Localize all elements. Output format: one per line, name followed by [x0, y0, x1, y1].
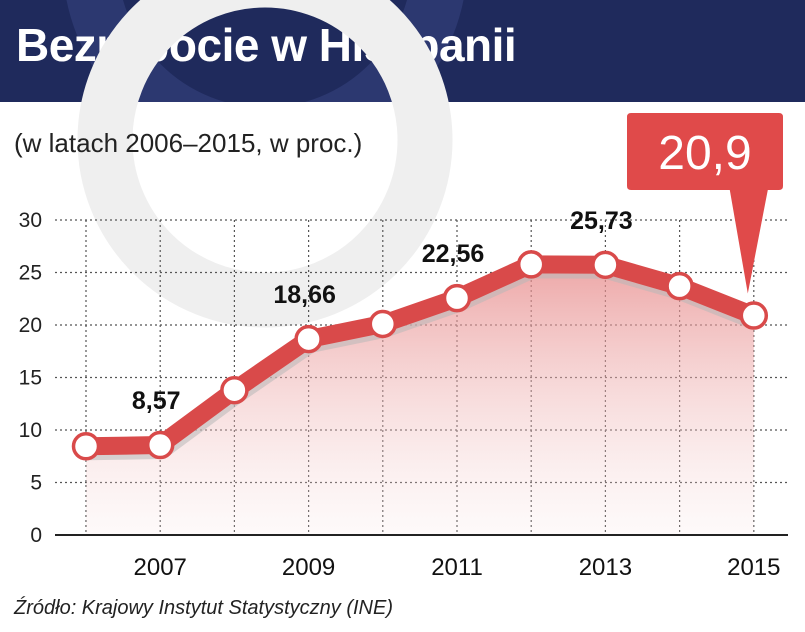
- x-tick-label: 2015: [727, 554, 780, 581]
- background-watermark: [77, 0, 453, 328]
- chart-data-labels: 8,57 18,66 22,56 25,73: [132, 207, 633, 415]
- y-tick-label: 5: [30, 472, 42, 495]
- callout-value: 20,9: [658, 127, 751, 180]
- data-point: [71, 432, 101, 461]
- data-label: 22,56: [422, 240, 485, 268]
- data-point: [294, 324, 323, 354]
- data-label: 25,73: [570, 207, 633, 235]
- chart-area-fill: [86, 264, 754, 535]
- x-tick-label: 2013: [579, 554, 632, 581]
- area-fill: [86, 264, 754, 535]
- chart-axes: 0 5 10 15 20 25 30 2007 2009 2011 2013 2015: [19, 209, 788, 581]
- data-point: [368, 309, 398, 339]
- data-point: [665, 271, 694, 301]
- series-line: [77, 255, 763, 456]
- data-point: [739, 301, 769, 330]
- data-point: [220, 375, 249, 405]
- data-label: 8,57: [132, 387, 181, 415]
- chart-subtitle: (w latach 2006–2015, w proc.): [14, 128, 363, 158]
- callout-box: [627, 113, 783, 294]
- x-tick-label: 2011: [431, 554, 483, 581]
- x-tick-label: 2009: [282, 554, 335, 581]
- data-point: [145, 430, 175, 460]
- data-label: 18,66: [273, 281, 336, 309]
- chart-series: [71, 250, 769, 461]
- data-point: [442, 283, 472, 313]
- y-tick-label: 10: [19, 419, 42, 442]
- y-tick-label: 15: [19, 367, 42, 390]
- y-tick-label: 0: [30, 524, 42, 547]
- data-point: [591, 250, 620, 280]
- source-note: Źródło: Krajowy Instytut Statystyczny (I…: [14, 597, 393, 619]
- y-tick-label: 20: [19, 314, 42, 337]
- x-tick-label: 2007: [134, 554, 187, 581]
- y-tick-label: 30: [19, 209, 42, 232]
- data-point: [516, 250, 546, 279]
- chart-callout: 20,9: [627, 113, 783, 294]
- y-tick-label: 25: [19, 262, 42, 285]
